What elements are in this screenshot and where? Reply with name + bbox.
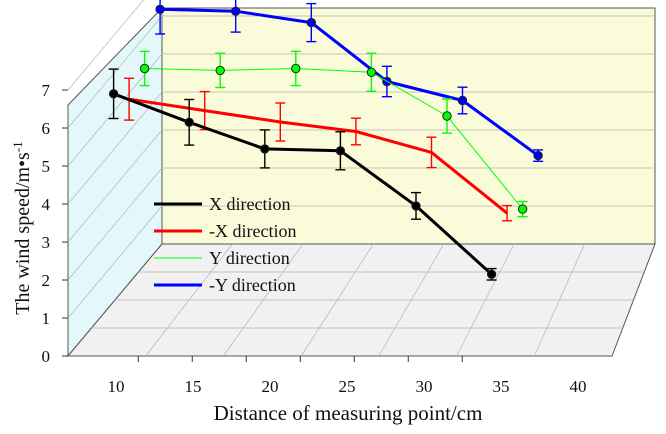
floor-depth-gridline — [456, 243, 515, 357]
data-point — [517, 204, 528, 214]
legend-label: Y direction — [209, 248, 290, 268]
x-axis-title: Distance of measuring point/cm — [214, 401, 483, 425]
y-tick-label: 5 — [42, 157, 51, 176]
side-gridline — [67, 0, 144, 91]
legend: X direction -X direction Y direction -Y … — [154, 194, 296, 295]
y-axis-title-superscript: -1 — [10, 141, 25, 152]
series-line — [160, 7, 539, 157]
data-point — [184, 117, 194, 128]
legend-label: X direction — [209, 194, 290, 214]
grid — [67, 0, 655, 357]
y-tick-label: 6 — [42, 119, 51, 138]
legend-label: -Y direction — [209, 275, 296, 295]
series-line — [128, 97, 509, 215]
floor-depth-gridline — [145, 243, 233, 357]
data-point — [155, 4, 165, 14]
data-point — [260, 144, 270, 154]
y-axis: 0 1 2 3 4 5 6 7 — [42, 81, 51, 366]
legend-entry: -Y direction — [154, 275, 296, 295]
y-tick-label: 2 — [42, 271, 51, 290]
error-bar — [426, 136, 437, 169]
side-gridline — [67, 167, 163, 281]
y-axis-title-text: The wind speed/m•s — [12, 152, 34, 315]
data-point — [411, 201, 421, 211]
data-point — [457, 95, 468, 106]
x-axis: 10 15 20 25 30 35 40 — [108, 377, 587, 396]
side-gridline — [67, 91, 163, 205]
data-point — [231, 6, 241, 16]
data-point — [139, 63, 150, 74]
data-point — [306, 17, 316, 28]
legend-label: -X direction — [209, 221, 296, 241]
data-point — [533, 150, 543, 161]
legend-entry: -X direction — [154, 221, 296, 241]
data-point — [366, 67, 377, 78]
x-tick-label: 35 — [493, 377, 510, 396]
data-point — [335, 146, 346, 156]
data-point — [215, 65, 225, 76]
data-point — [291, 63, 301, 74]
y-tick-label: 7 — [42, 81, 51, 100]
floor-depth-gridline — [223, 243, 304, 357]
legend-entry: X direction — [154, 194, 290, 214]
x-tick-label: 25 — [339, 377, 356, 396]
x-tick-label: 40 — [570, 377, 587, 396]
side-gridline — [67, 205, 163, 319]
data-point — [108, 89, 119, 99]
series-line — [113, 92, 493, 276]
x-tick-label: 15 — [185, 377, 202, 396]
floor-depth-gridline — [533, 243, 585, 357]
error-bar — [502, 204, 513, 222]
legend-entry: Y direction — [154, 248, 290, 268]
series-x-direction — [108, 68, 497, 281]
floor-depth-gridline — [300, 243, 374, 357]
data-point — [442, 111, 452, 121]
y-tick-label: 3 — [42, 233, 51, 252]
series-line — [144, 68, 523, 210]
side-gridline — [67, 129, 163, 243]
series--y-direction — [155, 0, 544, 163]
side-gridline — [67, 15, 163, 129]
data-point — [486, 269, 497, 279]
x-tick-label: 20 — [262, 377, 279, 396]
series-layer — [108, 0, 544, 281]
series-y-direction — [139, 50, 528, 218]
y-tick-label: 1 — [42, 309, 51, 328]
y-tick-label: 0 — [42, 347, 51, 366]
error-bar — [350, 117, 361, 146]
floor-depth-gridline — [378, 243, 445, 357]
series--x-direction — [124, 77, 513, 222]
x-tick-label: 10 — [108, 377, 125, 396]
error-bar — [275, 102, 286, 142]
x-tick-label: 30 — [416, 377, 433, 396]
y-axis-title: The wind speed/m•s-1 — [10, 141, 34, 314]
y-tick-label: 4 — [42, 195, 51, 214]
